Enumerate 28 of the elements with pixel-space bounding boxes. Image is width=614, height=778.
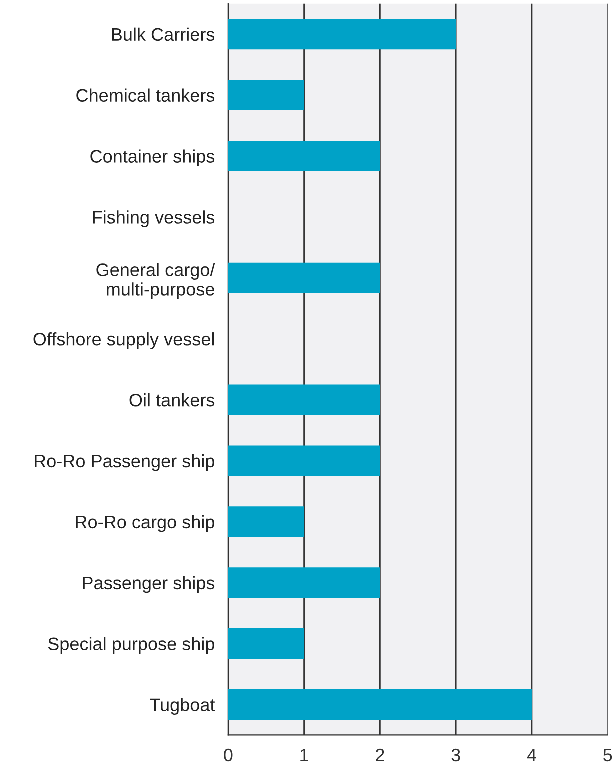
x-tick-label: 3 [452,748,460,762]
y-tick-label: Ro-Ro cargo ship [76,515,214,532]
y-tick-label: Tugboat [150,698,216,716]
bar [228,141,380,172]
x-tick-label: 2 [376,748,384,762]
y-tick-label: Ro-Ro Passenger ship [35,454,214,472]
bar [228,384,380,416]
y-tick-label: Chemical tankers [76,88,215,102]
y-tick-label: Offshore supply vessel [34,332,214,350]
bar [228,19,456,50]
y-tick-label: General cargo/ multi-purpose [96,263,216,300]
bar [228,568,380,598]
x-tick-label: 1 [300,749,308,762]
y-tick-label: Oil tankers [130,393,215,407]
bar [228,262,380,294]
y-tick-label: Special purpose ship [48,637,214,654]
y-tick-label: Bulk Carriers [112,28,215,42]
bar [228,628,304,660]
x-tick-label: 5 [604,749,612,762]
y-tick-label: Fishing vessels [93,210,215,228]
y-tick-label: Passenger ships [83,576,215,594]
bar [228,506,304,538]
x-tick-label: 4 [527,749,536,762]
bar [228,446,380,476]
y-tick-label: Container ships [90,150,215,167]
bar [228,690,532,720]
bar [228,80,304,111]
x-tick-label: 0 [224,748,233,762]
